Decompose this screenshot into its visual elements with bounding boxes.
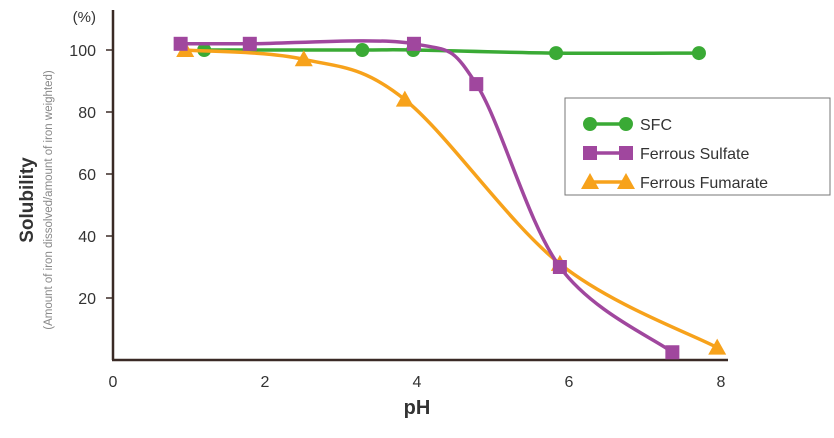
x-tick-label: 2 bbox=[261, 374, 270, 391]
legend-marker bbox=[583, 117, 597, 131]
x-tick-label: 4 bbox=[413, 374, 422, 391]
x-tick-label: 6 bbox=[565, 374, 574, 391]
series-ferrous-fumarate bbox=[176, 41, 727, 355]
axes bbox=[111, 10, 728, 362]
y-tick-label: 40 bbox=[78, 229, 96, 246]
x-tick-label: 0 bbox=[109, 374, 118, 391]
y-tick-label: 100 bbox=[69, 43, 96, 60]
y-axis-title: Solubility bbox=[17, 157, 38, 243]
y-tick-label: 60 bbox=[78, 167, 96, 184]
y-tick-label: 20 bbox=[78, 291, 96, 308]
legend-marker bbox=[583, 146, 597, 160]
data-point-ferrous-fumarate bbox=[294, 50, 313, 67]
data-point-ferrous-fumarate bbox=[395, 90, 414, 107]
legend-marker bbox=[619, 117, 633, 131]
legend-marker bbox=[581, 173, 599, 189]
x-tick-label: 8 bbox=[717, 374, 726, 391]
data-point-ferrous-sulfate bbox=[665, 345, 680, 360]
legend-label: SFC bbox=[640, 117, 672, 134]
legend-box bbox=[564, 97, 831, 196]
y-axis-subtitle: (Amount of iron dissolved/amount of iron… bbox=[43, 70, 55, 330]
legend-item-ferrous-sulfate: Ferrous Sulfate bbox=[583, 146, 749, 163]
data-point-ferrous-sulfate bbox=[552, 260, 567, 274]
series-ferrous-sulfate bbox=[173, 36, 680, 360]
data-point-ferrous-fumarate bbox=[708, 338, 727, 355]
data-point-ferrous-sulfate bbox=[242, 36, 257, 51]
legend-marker bbox=[617, 173, 635, 189]
legend-item-ferrous-fumarate: Ferrous Fumarate bbox=[581, 173, 768, 192]
legend: SFC Ferrous Sulfate Ferrous Fumarate bbox=[564, 97, 831, 196]
data-point-ferrous-sulfate bbox=[469, 77, 484, 92]
series-line-ferrous-fumarate bbox=[185, 48, 719, 350]
legend-label: Ferrous Fumarate bbox=[640, 175, 768, 192]
data-point-ferrous-sulfate bbox=[173, 36, 188, 51]
data-point-sfc bbox=[691, 46, 706, 61]
y-tick-label: 80 bbox=[78, 105, 96, 122]
data-point-sfc bbox=[549, 46, 564, 61]
legend-item-sfc: SFC bbox=[583, 117, 672, 134]
legend-marker bbox=[619, 146, 633, 160]
series-line-ferrous-sulfate bbox=[180, 39, 674, 354]
data-point-ferrous-sulfate bbox=[406, 36, 421, 51]
x-axis-title: pH bbox=[404, 397, 431, 419]
legend-label: Ferrous Sulfate bbox=[640, 146, 749, 163]
y-unit-label: (%) bbox=[73, 9, 96, 26]
data-point-sfc bbox=[355, 43, 370, 57]
